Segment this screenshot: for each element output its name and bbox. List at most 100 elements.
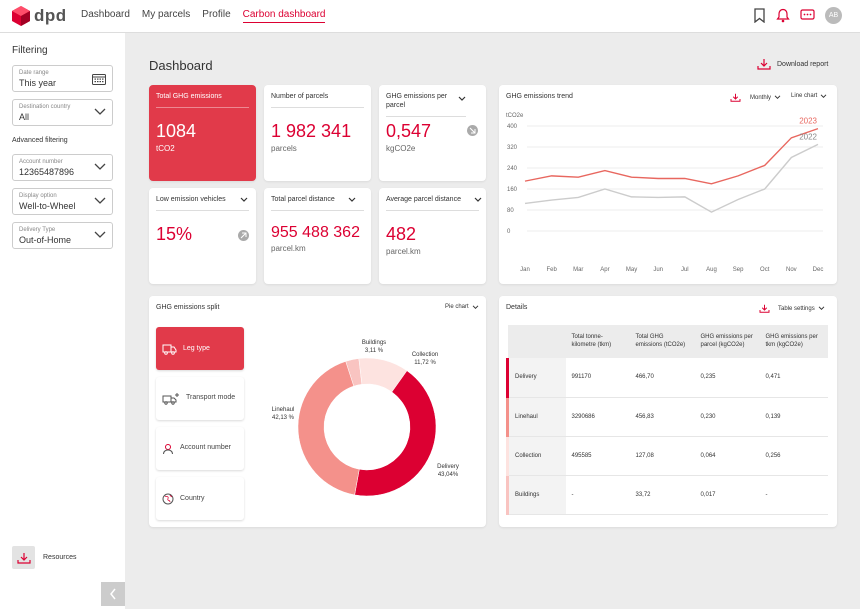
download-icon	[730, 93, 741, 102]
y-tick-label: 0	[507, 229, 511, 235]
kpi-low-emission-vehicles[interactable]: Low emission vehicles 15%	[149, 188, 256, 284]
date-range-label: Date range	[19, 70, 49, 76]
donut-slice-linehaul	[297, 361, 360, 496]
bell-icon[interactable]	[776, 8, 790, 23]
slice-value-label: 3,11 %	[365, 348, 384, 354]
display-option-select[interactable]: Display option Well-to-Wheel	[12, 188, 113, 215]
nav-dashboard[interactable]: Dashboard	[81, 9, 130, 20]
chevron-down-icon[interactable]	[474, 197, 482, 203]
trend-arrow-button[interactable]	[238, 230, 249, 241]
period-select[interactable]: Monthly	[730, 93, 781, 102]
chevron-down-icon	[472, 304, 479, 309]
table-settings-button[interactable]: Table settings	[759, 304, 825, 313]
y-axis-label: tCO2e	[506, 113, 524, 119]
x-tick-label: Jan	[520, 267, 530, 273]
chevron-down-icon[interactable]	[348, 197, 356, 203]
slice-label: Collection	[412, 352, 438, 358]
split-leg-type-button[interactable]: Leg type	[156, 327, 244, 370]
column-header: GHG emissions per parcel (kgCO2e)	[694, 325, 760, 358]
column-header: Total GHG emissions (tCO2e)	[629, 325, 695, 358]
row-label: Collection	[506, 436, 566, 476]
x-tick-label: Nov	[786, 267, 797, 273]
slice-label: Linehaul	[272, 407, 295, 413]
resources-download-button[interactable]	[12, 546, 35, 569]
advanced-filtering-heading: Advanced filtering	[12, 137, 68, 144]
kpi-total-parcel-distance[interactable]: Total parcel distance 955 488 362 parcel…	[264, 188, 371, 284]
chevron-down-icon[interactable]	[240, 197, 248, 203]
x-tick-label: Jul	[681, 267, 689, 273]
kpi-total-ghg[interactable]: Total GHG emissions 1084 tCO2	[149, 85, 256, 181]
collapse-sidebar-button[interactable]	[101, 582, 125, 606]
x-tick-label: Oct	[760, 267, 770, 273]
table-cell: 127,08	[629, 436, 695, 476]
split-donut-chart: Buildings 3,11 % Collection 11,72 % Delivery…	[272, 340, 459, 497]
dpd-logo[interactable]: dpd	[12, 6, 67, 26]
row-label: Buildings	[506, 475, 566, 515]
filter-sidebar: Filtering Date range This year Destinati…	[0, 33, 125, 609]
y-tick-label: 80	[507, 208, 514, 214]
destination-country-select[interactable]: Destination country All	[12, 99, 113, 126]
y-tick-label: 160	[507, 187, 518, 193]
series-label: 2023	[799, 117, 817, 126]
transport-vehicles-icon	[162, 392, 179, 405]
column-header: GHG emissions per tkm (kgCO2e)	[759, 325, 828, 358]
split-account-number-button[interactable]: Account number	[156, 427, 244, 470]
table-cell: 3290686	[565, 397, 630, 437]
row-label: Linehaul	[506, 397, 566, 437]
kpi-title: Total parcel distance	[271, 196, 335, 203]
account-number-select[interactable]: Account number 12365487896	[12, 154, 113, 181]
slice-value-label: 42,13 %	[272, 415, 295, 421]
kpi-unit: kgCO2e	[386, 144, 416, 153]
sidebar-title: Filtering	[12, 45, 48, 56]
table-cell: 0,235	[694, 358, 760, 398]
chevron-down-icon	[818, 306, 825, 311]
download-report-button[interactable]: Download report	[757, 58, 828, 70]
resources-link[interactable]: Resources	[12, 546, 76, 569]
download-report-label: Download report	[777, 60, 829, 68]
trend-title: GHG emissions trend	[506, 93, 573, 100]
chevron-down-icon	[94, 197, 106, 204]
split-chart-type-select[interactable]: Pie chart	[445, 304, 479, 310]
table-row: Collection 495585 127,08 0,064 0,256	[506, 436, 828, 476]
button-label: Country	[180, 495, 205, 502]
table-row: Buildings - 33,72 0,017 -	[506, 475, 828, 515]
split-country-button[interactable]: Country	[156, 477, 244, 520]
split-transport-mode-button[interactable]: Transport mode	[156, 377, 244, 420]
trend-arrow-button[interactable]	[467, 125, 478, 136]
chart-type-select[interactable]: Line chart	[791, 93, 827, 99]
date-range-field[interactable]: Date range This year	[12, 65, 113, 92]
display-value: Well-to-Wheel	[19, 201, 76, 211]
nav-carbon-dashboard[interactable]: Carbon dashboard	[242, 9, 326, 23]
calendar-icon[interactable]	[92, 73, 106, 85]
chevron-down-icon	[774, 95, 781, 100]
bookmark-icon[interactable]	[753, 8, 766, 23]
chat-icon[interactable]	[800, 9, 815, 22]
destination-label: Destination country	[19, 104, 71, 110]
table-cell: -	[565, 475, 630, 515]
user-avatar[interactable]: AB	[825, 7, 842, 24]
arrow-down-right-icon	[469, 127, 476, 134]
delivery-type-select[interactable]: Delivery Type Out-of-Home	[12, 222, 113, 249]
nav-profile[interactable]: Profile	[202, 9, 231, 20]
series-line-2022	[524, 143, 819, 213]
series-line-2023	[524, 127, 819, 185]
kpi-number-of-parcels[interactable]: Number of parcels 1 982 341 parcels	[264, 85, 371, 181]
slice-value-label: 11,72 %	[414, 360, 436, 366]
kpi-ghg-per-parcel[interactable]: GHG emissions per parcel 0,547 kgCO2e	[379, 85, 486, 181]
destination-value: All	[19, 112, 30, 122]
nav-my-parcels[interactable]: My parcels	[141, 9, 191, 20]
truck-icon	[162, 344, 177, 355]
download-icon	[16, 552, 31, 564]
column-header: Total tonne-kilometre (tkm)	[565, 325, 630, 358]
table-header-row: Total tonne-kilometre (tkm) Total GHG em…	[507, 325, 828, 358]
page-title: Dashboard	[149, 58, 213, 73]
chart-type-label: Pie chart	[445, 304, 469, 310]
chevron-down-icon[interactable]	[458, 96, 466, 102]
table-cell: 991170	[565, 358, 630, 398]
divider	[386, 210, 479, 211]
main-nav: Dashboard My parcels Profile Carbon dash…	[81, 9, 326, 23]
kpi-average-parcel-distance[interactable]: Average parcel distance 482 parcel.km	[379, 188, 486, 284]
kpi-value: 1084	[156, 121, 197, 141]
chevron-left-icon	[110, 588, 116, 600]
x-tick-label: Dec	[813, 267, 824, 273]
